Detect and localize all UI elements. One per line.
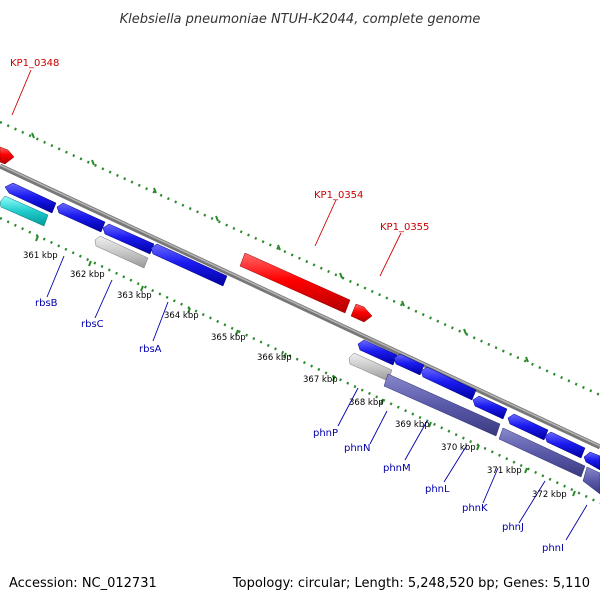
gene-rbsA[interactable] xyxy=(150,243,228,287)
gene-label-rbsA[interactable]: rbsA xyxy=(139,344,162,355)
gene-rbsC[interactable] xyxy=(102,223,155,255)
operon-phn-block-1[interactable] xyxy=(383,373,501,437)
forward-gene-labels: KP1_0348 KP1_0354 KP1_0355 xyxy=(10,58,429,233)
gene-phnK[interactable] xyxy=(507,413,549,441)
kbp-label: 366 kbp xyxy=(257,353,292,363)
gene-label-rbsC[interactable]: rbsC xyxy=(81,319,104,330)
kbp-label: 367 kbp xyxy=(303,375,338,385)
kbp-labels: 361 kbp 362 kbp 363 kbp 364 kbp 365 kbp … xyxy=(23,251,567,500)
gene-kp1-0355[interactable] xyxy=(350,303,373,323)
gene-label-kp1-0348[interactable]: KP1_0348 xyxy=(10,58,59,69)
page-title: Klebsiella pneumoniae NTUH-K2044, comple… xyxy=(120,12,481,27)
kbp-label: 372 kbp xyxy=(532,490,567,500)
gene-label-phnN[interactable]: phnN xyxy=(344,443,371,454)
forward-genes xyxy=(0,146,373,323)
gene-phnJ[interactable] xyxy=(544,431,586,459)
gene-label-kp1-0354[interactable]: KP1_0354 xyxy=(314,190,363,201)
gene-label-rbsB[interactable]: rbsB xyxy=(35,298,58,309)
gene-label-phnL[interactable]: phnL xyxy=(425,484,450,495)
gene-phnI[interactable] xyxy=(583,451,600,471)
reverse-genes xyxy=(0,182,600,495)
inner-dotted-ring xyxy=(0,216,600,505)
kbp-label: 364 kbp xyxy=(164,311,199,321)
genome-backbone xyxy=(0,163,600,450)
outer-dotted-ring xyxy=(0,120,600,397)
reverse-label-leaders xyxy=(46,255,588,541)
kbp-label: 368 kbp xyxy=(349,398,384,408)
kbp-label: 363 kbp xyxy=(117,291,152,301)
gene-phnL[interactable] xyxy=(472,395,508,420)
gene-label-phnP[interactable]: phnP xyxy=(313,428,338,439)
gene-label-kp1-0355[interactable]: KP1_0355 xyxy=(380,222,429,233)
kbp-label: 365 kbp xyxy=(211,333,246,343)
gene-rbsD[interactable] xyxy=(4,182,57,214)
kbp-label: 362 kbp xyxy=(70,270,105,280)
gene-phnP-pseudo[interactable] xyxy=(348,352,393,382)
kbp-label: 369 kbp xyxy=(395,420,430,430)
forward-label-leaders xyxy=(11,69,402,277)
operon-phn-block-2[interactable] xyxy=(498,427,586,478)
gene-phnP[interactable] xyxy=(357,339,398,366)
gene-label-phnM[interactable]: phnM xyxy=(383,463,411,474)
kbp-label: 371 kbp xyxy=(487,466,522,476)
reverse-gene-labels: rbsB rbsC rbsA phnP phnN phnM phnL phnK … xyxy=(35,298,564,554)
gene-phnN[interactable] xyxy=(393,353,425,376)
outer-tick-marks xyxy=(31,132,529,363)
gene-rbsC-pseudo[interactable] xyxy=(94,235,149,269)
gene-kp1-0354[interactable] xyxy=(239,252,351,314)
gene-label-phnI[interactable]: phnI xyxy=(542,543,564,554)
inner-tick-marks xyxy=(35,235,576,497)
operon-phn-block-3[interactable] xyxy=(582,466,600,495)
gene-label-phnK[interactable]: phnK xyxy=(462,503,488,514)
gene-phnM[interactable] xyxy=(420,366,477,401)
gene-rbsB[interactable] xyxy=(56,202,106,233)
accession-text: Accession: NC_012731 xyxy=(9,576,157,591)
kbp-label: 361 kbp xyxy=(23,251,58,261)
gene-kp1-0348[interactable] xyxy=(0,146,15,165)
gene-label-phnJ[interactable]: phnJ xyxy=(502,522,524,533)
gene-rna[interactable] xyxy=(0,195,49,227)
kbp-label: 370 kbp xyxy=(441,443,476,453)
topology-text: Topology: circular; Length: 5,248,520 bp… xyxy=(232,576,590,591)
